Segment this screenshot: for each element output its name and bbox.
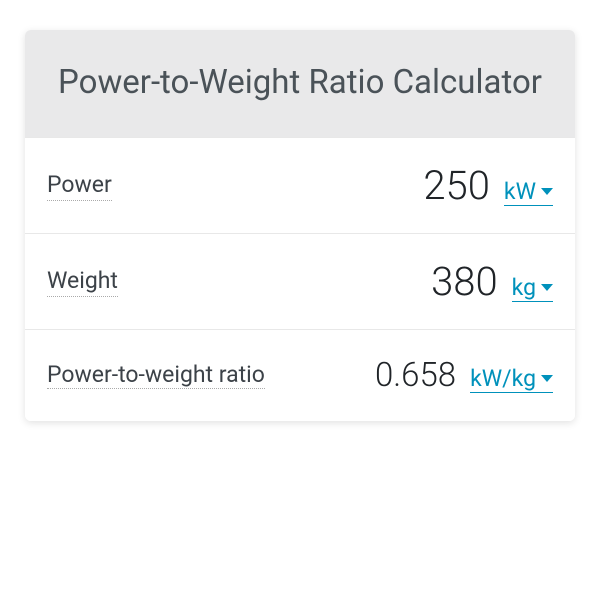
- value-group-power: 250 kW: [423, 162, 553, 209]
- label-weight[interactable]: Weight: [47, 266, 118, 297]
- value-group-weight: 380 kg: [431, 258, 553, 305]
- value-weight[interactable]: 380: [431, 258, 498, 305]
- unit-selector-weight[interactable]: kg: [512, 274, 553, 302]
- unit-selector-ratio[interactable]: kW/kg: [470, 365, 553, 393]
- label-power[interactable]: Power: [47, 170, 112, 201]
- chevron-down-icon: [541, 284, 553, 291]
- row-ratio: Power-to-weight ratio 0.658 kW/kg: [25, 329, 575, 421]
- unit-power-label: kW: [504, 178, 536, 205]
- unit-ratio-label: kW/kg: [470, 365, 536, 392]
- chevron-down-icon: [541, 188, 553, 195]
- calculator-header: Power-to-Weight Ratio Calculator: [25, 30, 575, 137]
- unit-weight-label: kg: [512, 274, 536, 301]
- row-power: Power 250 kW: [25, 137, 575, 233]
- chevron-down-icon: [541, 375, 553, 382]
- label-ratio[interactable]: Power-to-weight ratio: [47, 361, 265, 389]
- row-weight: Weight 380 kg: [25, 233, 575, 329]
- value-ratio[interactable]: 0.658: [375, 356, 456, 395]
- value-group-ratio: 0.658 kW/kg: [375, 356, 553, 395]
- calculator-title: Power-to-Weight Ratio Calculator: [45, 62, 555, 105]
- value-power[interactable]: 250: [423, 162, 490, 209]
- label-ratio-wrap: Power-to-weight ratio: [47, 360, 265, 390]
- unit-selector-power[interactable]: kW: [504, 178, 553, 206]
- calculator-widget: Power-to-Weight Ratio Calculator Power 2…: [25, 30, 575, 421]
